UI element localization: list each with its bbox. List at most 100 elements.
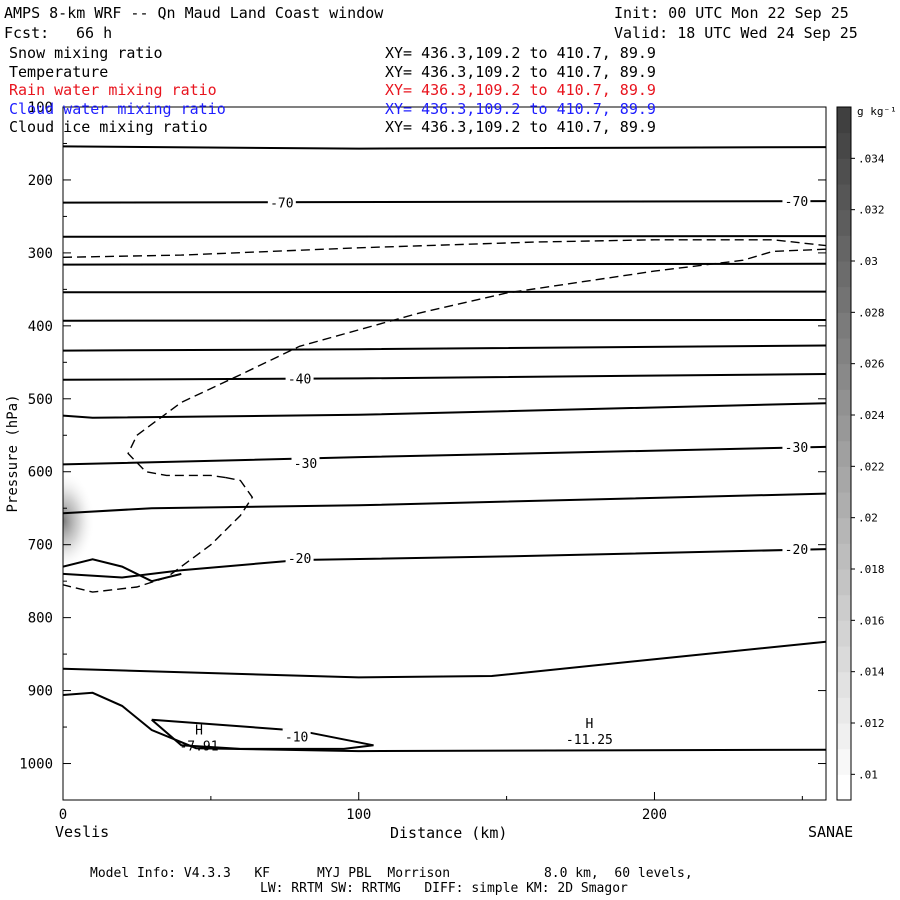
- isotherm-line: [63, 145, 826, 150]
- field-name: Snow mixing ratio: [9, 44, 163, 62]
- chart-title: AMPS 8-km WRF -- Qn Maud Land Coast wind…: [4, 4, 384, 22]
- colorbar-segment: [837, 646, 851, 673]
- isotherm-line: [63, 373, 826, 381]
- colorbar-tick-label: .024: [858, 409, 885, 422]
- field-xy-range: XY= 436.3,109.2 to 410.7, 89.9: [385, 44, 656, 62]
- colorbar-segment: [837, 543, 851, 570]
- contour-label-background: [285, 370, 314, 386]
- colorbar-segment: [837, 440, 851, 467]
- y-axis-label: Pressure (hPa): [5, 394, 21, 512]
- cloud-ice-contour: [63, 239, 826, 258]
- colorbar-segment: [837, 517, 851, 544]
- isotherm-line: [63, 262, 826, 266]
- colorbar-segment: [837, 132, 851, 159]
- colorbar-segment: [837, 363, 851, 390]
- x-tick-label: 100: [346, 807, 371, 823]
- colorbar-segment: [837, 261, 851, 288]
- x-axis-label: Distance (km): [390, 824, 508, 842]
- colorbar-segment: [837, 620, 851, 647]
- field-name: Cloud ice mixing ratio: [9, 118, 208, 136]
- x-tick-label: 200: [642, 807, 667, 823]
- isotherm-line: [63, 548, 826, 579]
- y-tick-label: 700: [28, 538, 53, 554]
- y-tick-label: 500: [28, 392, 53, 408]
- isotherm-line: [63, 290, 826, 294]
- colorbar-segment: [837, 389, 851, 416]
- extremum-value: -7.91: [179, 739, 218, 754]
- colorbar-segment: [837, 671, 851, 698]
- colorbar-segment: [837, 569, 851, 596]
- y-tick-label: 300: [28, 246, 53, 262]
- init-time: Init: 00 UTC Mon 22 Sep 25: [614, 4, 849, 22]
- contour-label-background: [291, 454, 320, 470]
- contour-label-background: [782, 193, 811, 209]
- contour-label-background: [267, 194, 296, 210]
- isotherm-line: [63, 200, 826, 204]
- colorbar-tick-label: .026: [858, 358, 885, 371]
- left-endpoint-label: Veslis: [55, 823, 110, 841]
- colorbar-segment: [837, 184, 851, 211]
- colorbar-tick-label: .018: [858, 563, 885, 576]
- field-xy-range: XY= 436.3,109.2 to 410.7, 89.9: [385, 99, 656, 118]
- contour-label: -30: [785, 441, 808, 456]
- colorbar-tick-label: .012: [858, 717, 885, 730]
- valid-time: Valid: 18 UTC Wed 24 Sep 25: [614, 24, 858, 42]
- field-xy-range: XY= 436.3,109.2 to 410.7, 89.9: [385, 62, 656, 81]
- colorbar-segment: [837, 286, 851, 313]
- isotherm-line: [63, 235, 826, 238]
- colorbar-segment: [837, 415, 851, 442]
- contour-label-background: [285, 549, 314, 565]
- colorbar-segment: [837, 338, 851, 365]
- colorbar-frame: [836, 106, 852, 801]
- colorbar-tick-label: .03: [858, 255, 878, 268]
- colorbar-tick-label: .028: [858, 306, 885, 319]
- plot-frame: [62, 106, 827, 801]
- x-tick-label: 0: [59, 807, 67, 823]
- colorbar-segment: [837, 466, 851, 493]
- contour-label: -20: [288, 552, 311, 567]
- cloud-ice-contour: [127, 248, 826, 479]
- isotherm-line: [63, 691, 826, 753]
- colorbar-segment: [837, 748, 851, 775]
- colorbar-tick-label: .014: [858, 666, 885, 679]
- field-name: Temperature: [9, 62, 109, 81]
- cloud-ice-contour: [63, 476, 254, 593]
- model-info-line1: Model Info: V4.3.3 KF MYJ PBL Morrison 8…: [90, 866, 693, 881]
- field-xy-range: XY= 436.3,109.2 to 410.7, 89.9: [385, 118, 656, 136]
- colorbar-tick-label: .01: [858, 768, 878, 781]
- colorbar-unit: g kg⁻¹: [857, 105, 897, 118]
- colorbar-segment: [837, 158, 851, 185]
- mixing-ratio-shading: [63, 470, 95, 571]
- y-tick-label: 600: [28, 465, 53, 481]
- y-tick-label: 800: [28, 611, 53, 627]
- colorbar-segment: [837, 697, 851, 724]
- isotherm-line: [63, 402, 826, 419]
- extremum-value: -11.25: [566, 733, 613, 748]
- field-name: Rain water mixing ratio: [9, 81, 217, 99]
- isotherm-line: [63, 319, 826, 322]
- colorbar-segment: [837, 107, 851, 134]
- colorbar-segment: [837, 235, 851, 262]
- contour-label: -40: [288, 372, 311, 387]
- colorbar-segment: [837, 209, 851, 236]
- colorbar-tick-label: .022: [858, 460, 885, 473]
- extremum-symbol: H: [585, 717, 593, 732]
- contour-label-background: [282, 728, 311, 744]
- colorbar-segment: [837, 312, 851, 339]
- y-tick-label: 200: [28, 173, 53, 189]
- right-endpoint-label: SANAE: [808, 823, 854, 841]
- forecast-label: Fcst:: [4, 24, 50, 42]
- y-tick-label: 400: [28, 319, 53, 335]
- contour-label: -70: [270, 197, 293, 212]
- contour-label: -30: [294, 457, 317, 472]
- colorbar-tick-label: .032: [858, 204, 885, 217]
- isotherm-line: [63, 445, 826, 466]
- field-name: Cloud water mixing ratio: [9, 99, 226, 118]
- isotherm-line: [63, 492, 826, 515]
- colorbar-tick-label: .02: [858, 512, 878, 525]
- isotherm-line: [63, 344, 826, 352]
- colorbar-segment: [837, 492, 851, 519]
- contour-label: -20: [785, 543, 808, 558]
- contour-label: -10: [285, 731, 308, 746]
